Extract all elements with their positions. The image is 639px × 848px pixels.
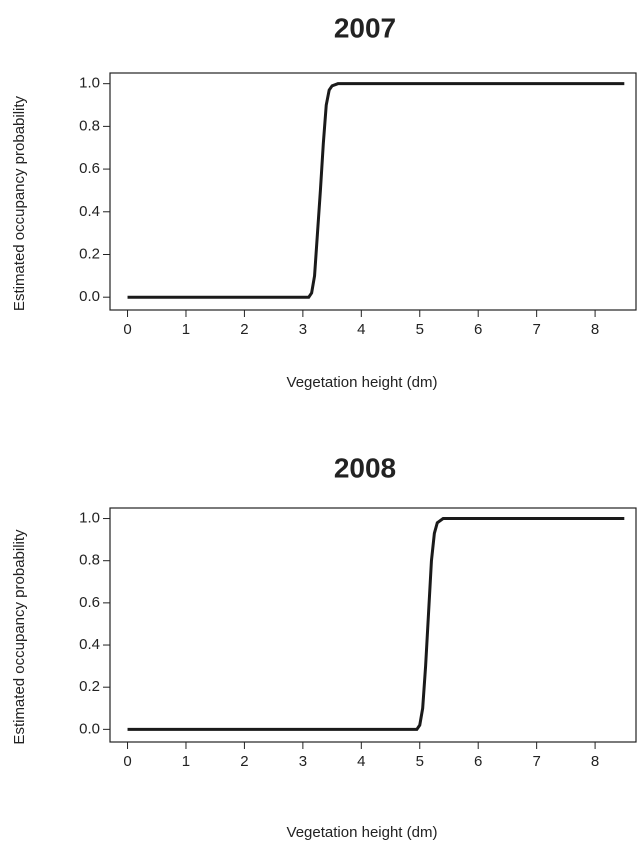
curve xyxy=(127,517,625,731)
y-tick-label: 0.0 xyxy=(79,720,100,737)
plot-frame xyxy=(109,507,637,743)
y-tick-label: 0.2 xyxy=(79,245,100,262)
y-tick-label: 1.0 xyxy=(79,75,100,92)
y-tick-label: 1.0 xyxy=(79,510,100,527)
y-tick-label: 0.0 xyxy=(79,288,100,305)
x-tick-label: 5 xyxy=(416,321,424,338)
x-tick-label: 4 xyxy=(357,753,365,770)
y-axis-label: Estimated occupancy probability xyxy=(11,95,28,311)
y-tick-label: 0.4 xyxy=(79,636,100,653)
chart-title: 2008 xyxy=(334,452,396,483)
x-tick-label: 4 xyxy=(357,321,365,338)
x-tick-label: 7 xyxy=(532,321,540,338)
x-axis-label: Vegetation height (dm) xyxy=(287,374,438,391)
y-axis-label: Estimated occupancy probability xyxy=(11,529,28,745)
x-tick-label: 2 xyxy=(240,753,248,770)
x-axis-label: Vegetation height (dm) xyxy=(287,824,438,841)
y-tick-label: 0.8 xyxy=(79,117,100,134)
y-tick-label: 0.2 xyxy=(79,678,100,695)
x-tick-label: 0 xyxy=(123,753,131,770)
y-tick-label: 0.6 xyxy=(79,160,100,177)
x-tick-label: 6 xyxy=(474,321,482,338)
x-tick-label: 6 xyxy=(474,753,482,770)
x-tick-label: 3 xyxy=(299,321,307,338)
curve xyxy=(127,82,625,299)
x-tick-label: 5 xyxy=(416,753,424,770)
x-tick-label: 8 xyxy=(591,753,599,770)
x-tick-label: 7 xyxy=(532,753,540,770)
x-tick-label: 1 xyxy=(182,321,190,338)
y-tick-label: 0.6 xyxy=(79,594,100,611)
y-tick-label: 0.4 xyxy=(79,203,100,220)
y-tick-label: 0.8 xyxy=(79,552,100,569)
x-tick-label: 3 xyxy=(299,753,307,770)
x-tick-label: 0 xyxy=(123,321,131,338)
x-tick-label: 2 xyxy=(240,321,248,338)
chart-title: 2007 xyxy=(334,12,396,43)
x-tick-label: 8 xyxy=(591,321,599,338)
x-tick-label: 1 xyxy=(182,753,190,770)
plot-frame xyxy=(109,72,637,311)
